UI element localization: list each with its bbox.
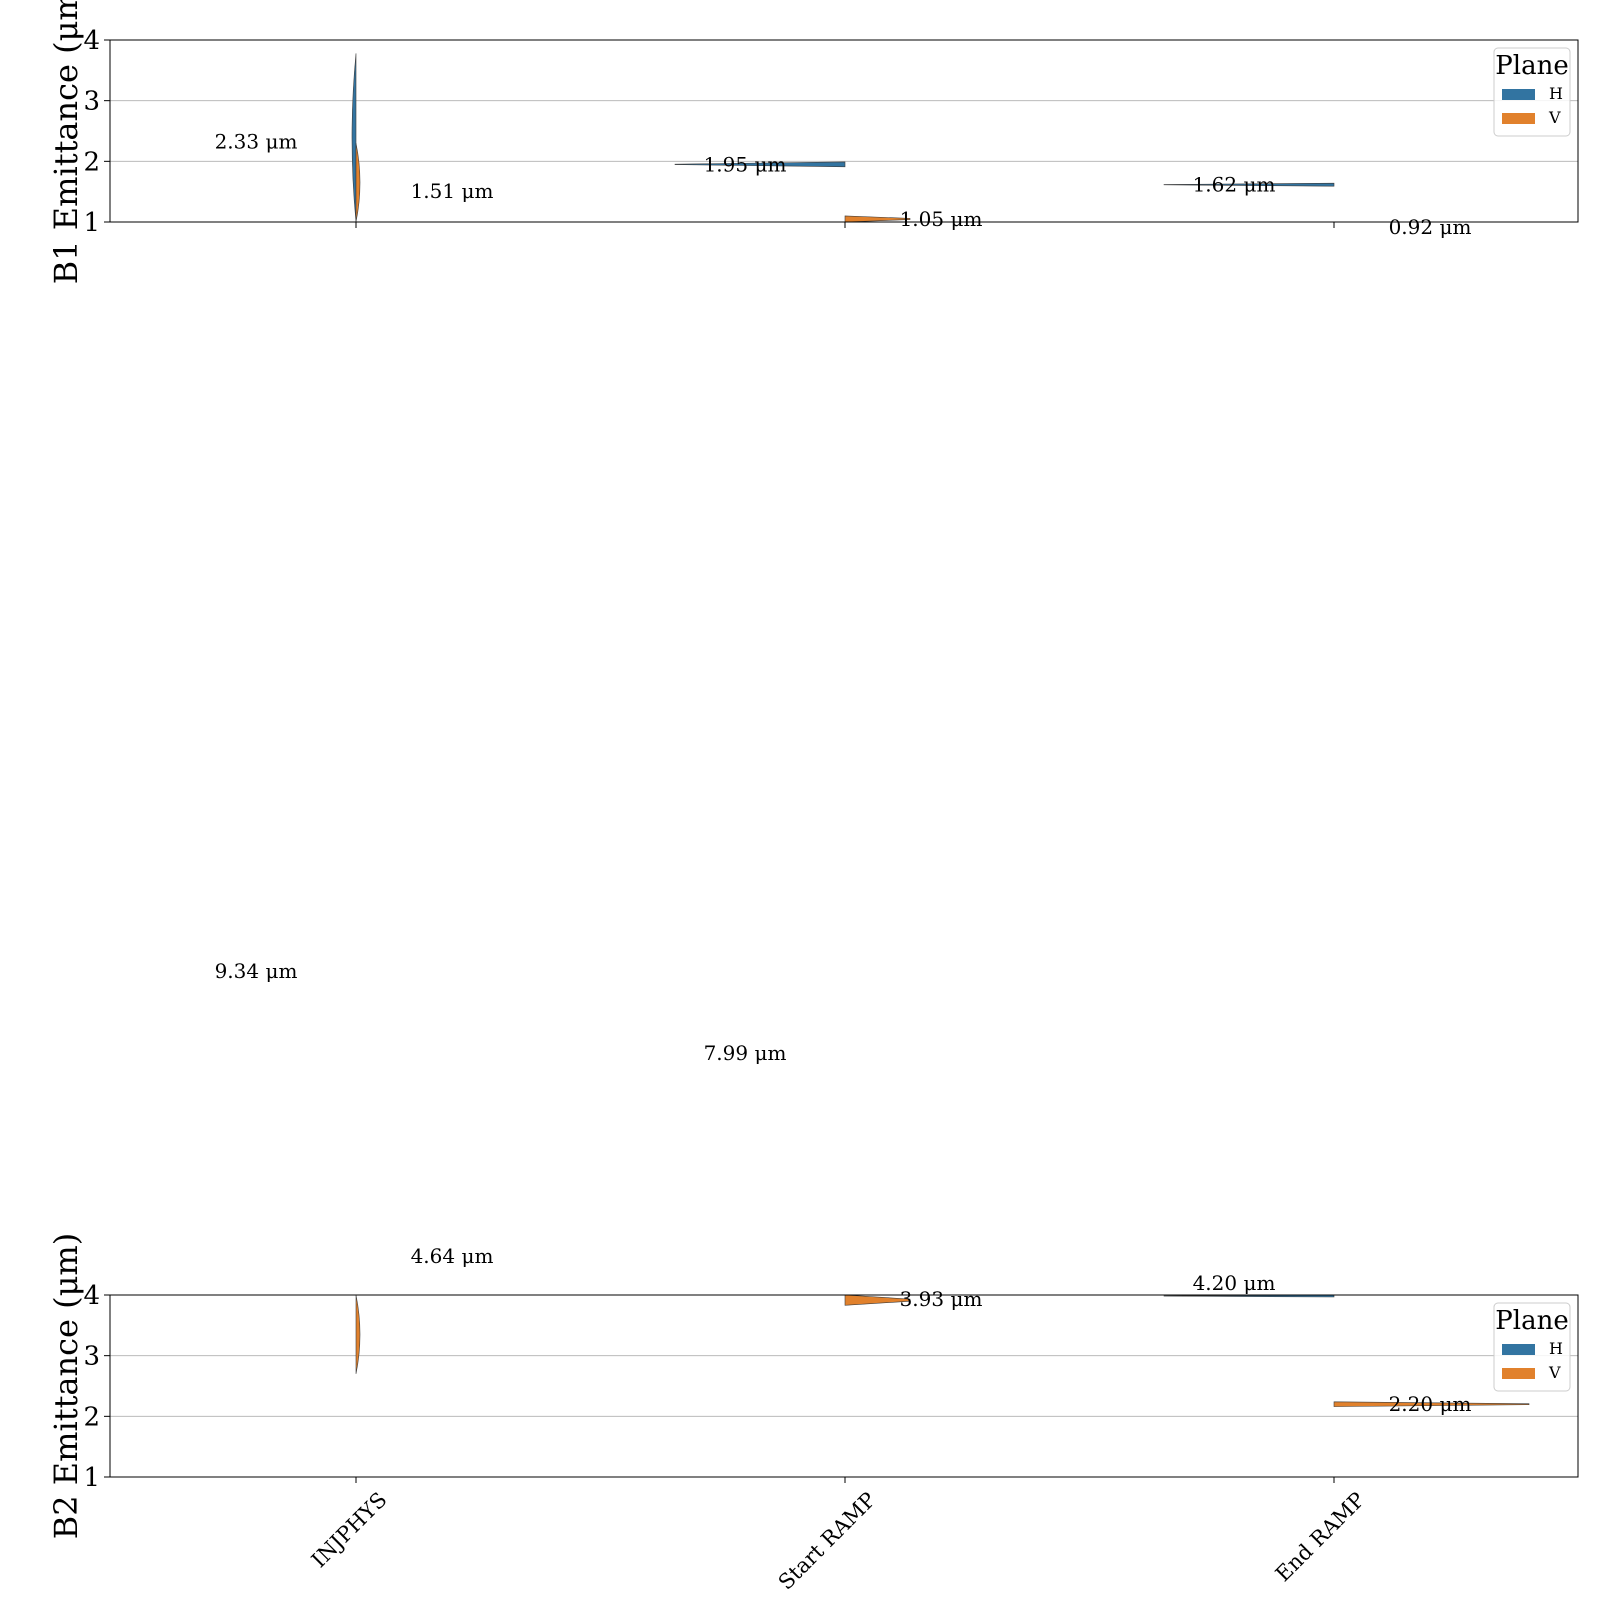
y-tick-label: 1 — [83, 208, 100, 238]
legend-label-v: V — [1548, 108, 1561, 127]
value-annotation: 2.20 μm — [1389, 1392, 1472, 1416]
violin-h-injphys — [351, 53, 357, 223]
x-tick-label: End RAMP — [1271, 1488, 1370, 1587]
legend-swatch-v — [1502, 1368, 1535, 1379]
value-annotation: 1.62 μm — [1193, 172, 1276, 196]
x-tick-label: Start RAMP — [774, 1488, 881, 1595]
y-tick-label: 3 — [83, 87, 100, 117]
violin-v-start-ramp — [844, 215, 911, 223]
value-annotation: 4.20 μm — [1193, 1271, 1276, 1295]
y-tick-label: 2 — [83, 147, 100, 177]
value-annotation: 9.34 μm — [215, 959, 298, 983]
value-annotation: 7.99 μm — [704, 1041, 787, 1065]
y-axis-label: B1 Emittance (μm) — [47, 0, 85, 284]
value-annotation: 3.93 μm — [900, 1287, 983, 1311]
x-tick-label: INJPHYS — [307, 1488, 392, 1573]
y-tick-label: 4 — [83, 26, 100, 56]
axes-frame — [109, 39, 1579, 223]
legend-title: Plane — [1495, 1306, 1568, 1336]
violin-v-injphys — [355, 1294, 361, 1374]
violin-h-start-ramp — [674, 161, 846, 168]
violin-v-start-ramp — [844, 1294, 911, 1306]
value-annotation: 2.33 μm — [215, 129, 298, 153]
violin-v-injphys — [355, 143, 361, 223]
value-annotation: 1.05 μm — [900, 207, 983, 231]
value-annotation: 1.51 μm — [411, 179, 494, 203]
violin-v-end-ramp — [1333, 1401, 1530, 1407]
legend-label-h: H — [1549, 84, 1563, 103]
y-tick-label: 2 — [83, 1402, 100, 1432]
y-tick-label: 3 — [83, 1342, 100, 1372]
legend-title: Plane — [1495, 51, 1568, 81]
y-axis-label: B2 Emittance (μm) — [47, 1233, 85, 1540]
y-tick-label: 4 — [83, 1281, 100, 1311]
value-annotation: 0.92 μm — [1389, 215, 1472, 239]
legend-label-h: H — [1549, 1339, 1563, 1358]
axes-frame — [109, 1294, 1579, 1478]
value-annotation: 4.64 μm — [411, 1244, 494, 1268]
legend-swatch-h — [1502, 1344, 1535, 1355]
violin-h-end-ramp — [1163, 182, 1335, 187]
value-annotation: 1.95 μm — [704, 152, 787, 176]
y-tick-label: 1 — [83, 1463, 100, 1493]
legend-swatch-h — [1502, 89, 1535, 100]
legend-swatch-v — [1502, 113, 1535, 124]
legend-label-v: V — [1548, 1363, 1561, 1382]
